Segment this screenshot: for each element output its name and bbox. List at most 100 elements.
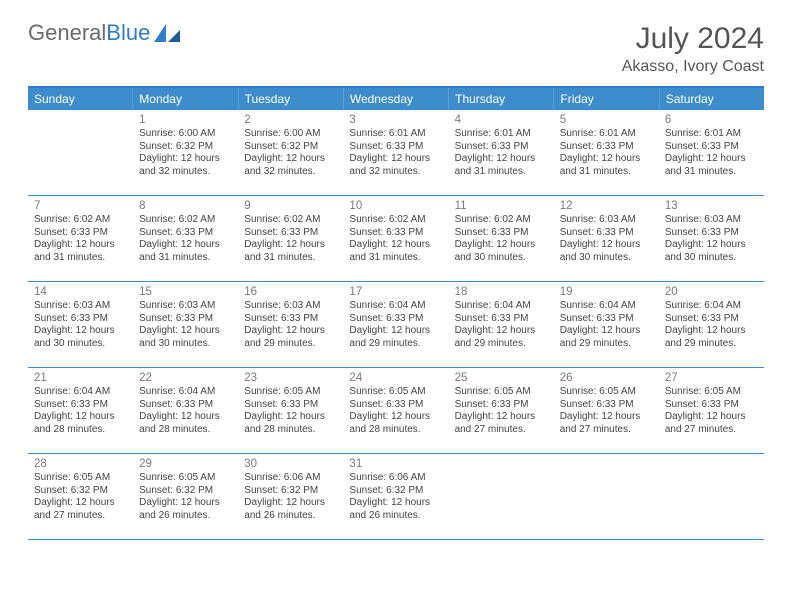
day-info-line: and 31 minutes. bbox=[665, 166, 758, 179]
day-info-line: and 32 minutes. bbox=[349, 166, 442, 179]
day-info-line: Sunset: 6:33 PM bbox=[34, 313, 127, 326]
weeks-container: 1Sunrise: 6:00 AMSunset: 6:32 PMDaylight… bbox=[28, 110, 764, 540]
day-info-line: Sunrise: 6:05 AM bbox=[34, 472, 127, 485]
day-info-line: Sunrise: 6:02 AM bbox=[34, 214, 127, 227]
day-info-line: Sunset: 6:33 PM bbox=[34, 399, 127, 412]
day-info-line: Sunrise: 6:01 AM bbox=[560, 128, 653, 141]
day-info-line: Daylight: 12 hours bbox=[665, 239, 758, 252]
week-row: 21Sunrise: 6:04 AMSunset: 6:33 PMDayligh… bbox=[28, 368, 764, 454]
day-cell bbox=[659, 454, 764, 539]
day-info-line: and 27 minutes. bbox=[34, 510, 127, 523]
day-info-line: Daylight: 12 hours bbox=[455, 153, 548, 166]
day-info-line: Sunrise: 6:02 AM bbox=[455, 214, 548, 227]
day-cell: 21Sunrise: 6:04 AMSunset: 6:33 PMDayligh… bbox=[28, 368, 133, 453]
day-info-line: and 29 minutes. bbox=[349, 338, 442, 351]
day-info-line: Daylight: 12 hours bbox=[34, 411, 127, 424]
day-info-line: Daylight: 12 hours bbox=[349, 497, 442, 510]
day-number: 27 bbox=[665, 371, 758, 385]
day-info-line: Sunset: 6:32 PM bbox=[139, 141, 232, 154]
day-info-line: Daylight: 12 hours bbox=[139, 325, 232, 338]
day-info-line: Daylight: 12 hours bbox=[455, 239, 548, 252]
day-info-line: Sunrise: 6:01 AM bbox=[349, 128, 442, 141]
day-info-line: Daylight: 12 hours bbox=[455, 325, 548, 338]
day-info-line: Sunset: 6:32 PM bbox=[349, 485, 442, 498]
day-number: 15 bbox=[139, 285, 232, 299]
day-number: 28 bbox=[34, 457, 127, 471]
day-info-line: Daylight: 12 hours bbox=[349, 239, 442, 252]
day-info-line: Sunrise: 6:04 AM bbox=[560, 300, 653, 313]
day-info-line: Sunrise: 6:06 AM bbox=[349, 472, 442, 485]
day-info-line: Sunset: 6:32 PM bbox=[244, 141, 337, 154]
day-info-line: and 30 minutes. bbox=[139, 338, 232, 351]
day-cell: 31Sunrise: 6:06 AMSunset: 6:32 PMDayligh… bbox=[343, 454, 448, 539]
day-info-line: Daylight: 12 hours bbox=[560, 325, 653, 338]
day-info-line: Sunrise: 6:02 AM bbox=[349, 214, 442, 227]
week-row: 14Sunrise: 6:03 AMSunset: 6:33 PMDayligh… bbox=[28, 282, 764, 368]
day-info-line: and 26 minutes. bbox=[139, 510, 232, 523]
day-info-line: and 28 minutes. bbox=[349, 424, 442, 437]
day-cell bbox=[28, 110, 133, 195]
day-number: 23 bbox=[244, 371, 337, 385]
brand-part2: Blue bbox=[106, 22, 150, 44]
day-info-line: Daylight: 12 hours bbox=[244, 411, 337, 424]
day-cell bbox=[554, 454, 659, 539]
day-info-line: Sunset: 6:33 PM bbox=[244, 313, 337, 326]
day-number: 24 bbox=[349, 371, 442, 385]
day-info-line: and 31 minutes. bbox=[139, 252, 232, 265]
day-cell: 17Sunrise: 6:04 AMSunset: 6:33 PMDayligh… bbox=[343, 282, 448, 367]
day-cell: 24Sunrise: 6:05 AMSunset: 6:33 PMDayligh… bbox=[343, 368, 448, 453]
day-cell: 25Sunrise: 6:05 AMSunset: 6:33 PMDayligh… bbox=[449, 368, 554, 453]
day-info-line: Daylight: 12 hours bbox=[665, 411, 758, 424]
day-info-line: and 31 minutes. bbox=[244, 252, 337, 265]
day-number: 29 bbox=[139, 457, 232, 471]
week-row: 1Sunrise: 6:00 AMSunset: 6:32 PMDaylight… bbox=[28, 110, 764, 196]
dow-header: Thursday bbox=[449, 88, 554, 110]
day-info-line: and 26 minutes. bbox=[244, 510, 337, 523]
day-cell: 2Sunrise: 6:00 AMSunset: 6:32 PMDaylight… bbox=[238, 110, 343, 195]
day-info-line: Daylight: 12 hours bbox=[349, 411, 442, 424]
day-info-line: Sunset: 6:32 PM bbox=[139, 485, 232, 498]
day-info-line: Sunrise: 6:05 AM bbox=[139, 472, 232, 485]
day-info-line: and 27 minutes. bbox=[665, 424, 758, 437]
day-number: 17 bbox=[349, 285, 442, 299]
day-cell: 4Sunrise: 6:01 AMSunset: 6:33 PMDaylight… bbox=[449, 110, 554, 195]
day-cell: 14Sunrise: 6:03 AMSunset: 6:33 PMDayligh… bbox=[28, 282, 133, 367]
day-cell: 11Sunrise: 6:02 AMSunset: 6:33 PMDayligh… bbox=[449, 196, 554, 281]
day-info-line: Sunrise: 6:01 AM bbox=[665, 128, 758, 141]
day-info-line: Sunrise: 6:05 AM bbox=[244, 386, 337, 399]
day-info-line: and 31 minutes. bbox=[34, 252, 127, 265]
brand-logo: GeneralBlue bbox=[28, 22, 180, 44]
day-number: 2 bbox=[244, 113, 337, 127]
day-number: 3 bbox=[349, 113, 442, 127]
day-info-line: and 30 minutes. bbox=[34, 338, 127, 351]
month-title: July 2024 bbox=[622, 22, 764, 56]
day-info-line: Sunrise: 6:01 AM bbox=[455, 128, 548, 141]
day-info-line: Sunrise: 6:03 AM bbox=[665, 214, 758, 227]
day-info-line: Daylight: 12 hours bbox=[560, 411, 653, 424]
day-info-line: Sunset: 6:33 PM bbox=[139, 227, 232, 240]
day-info-line: Daylight: 12 hours bbox=[139, 153, 232, 166]
week-row: 7Sunrise: 6:02 AMSunset: 6:33 PMDaylight… bbox=[28, 196, 764, 282]
location-label: Akasso, Ivory Coast bbox=[622, 58, 764, 76]
day-info-line: and 29 minutes. bbox=[560, 338, 653, 351]
day-info-line: Daylight: 12 hours bbox=[244, 325, 337, 338]
day-cell: 5Sunrise: 6:01 AMSunset: 6:33 PMDaylight… bbox=[554, 110, 659, 195]
day-info-line: and 27 minutes. bbox=[455, 424, 548, 437]
day-info-line: Sunset: 6:33 PM bbox=[349, 227, 442, 240]
day-info-line: Sunrise: 6:00 AM bbox=[244, 128, 337, 141]
day-cell: 27Sunrise: 6:05 AMSunset: 6:33 PMDayligh… bbox=[659, 368, 764, 453]
day-info-line: Sunset: 6:32 PM bbox=[34, 485, 127, 498]
week-row: 28Sunrise: 6:05 AMSunset: 6:32 PMDayligh… bbox=[28, 454, 764, 540]
day-info-line: Sunset: 6:33 PM bbox=[139, 313, 232, 326]
day-info-line: Sunset: 6:33 PM bbox=[560, 227, 653, 240]
day-info-line: and 30 minutes. bbox=[455, 252, 548, 265]
day-info-line: and 30 minutes. bbox=[665, 252, 758, 265]
day-cell: 16Sunrise: 6:03 AMSunset: 6:33 PMDayligh… bbox=[238, 282, 343, 367]
day-info-line: and 28 minutes. bbox=[244, 424, 337, 437]
day-info-line: Daylight: 12 hours bbox=[244, 153, 337, 166]
day-number: 9 bbox=[244, 199, 337, 213]
day-info-line: and 31 minutes. bbox=[349, 252, 442, 265]
day-info-line: Sunset: 6:33 PM bbox=[665, 227, 758, 240]
day-info-line: Sunset: 6:33 PM bbox=[665, 313, 758, 326]
day-info-line: Sunrise: 6:03 AM bbox=[244, 300, 337, 313]
